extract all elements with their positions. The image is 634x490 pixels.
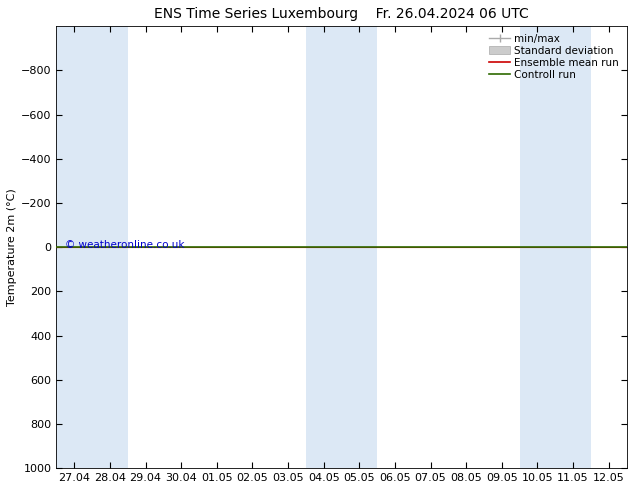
Bar [92, 26, 127, 468]
Legend: min/max, Standard deviation, Ensemble mean run, Controll run: min/max, Standard deviation, Ensemble me… [488, 31, 621, 82]
Text: © weatheronline.co.uk: © weatheronline.co.uk [65, 240, 184, 250]
Bar [56, 26, 92, 468]
Bar [342, 26, 377, 468]
Bar [520, 26, 555, 468]
Title: ENS Time Series Luxembourg    Fr. 26.04.2024 06 UTC: ENS Time Series Luxembourg Fr. 26.04.202… [154, 7, 529, 21]
Bar [555, 26, 591, 468]
Y-axis label: Temperature 2m (°C): Temperature 2m (°C) [7, 188, 17, 306]
Bar [306, 26, 342, 468]
